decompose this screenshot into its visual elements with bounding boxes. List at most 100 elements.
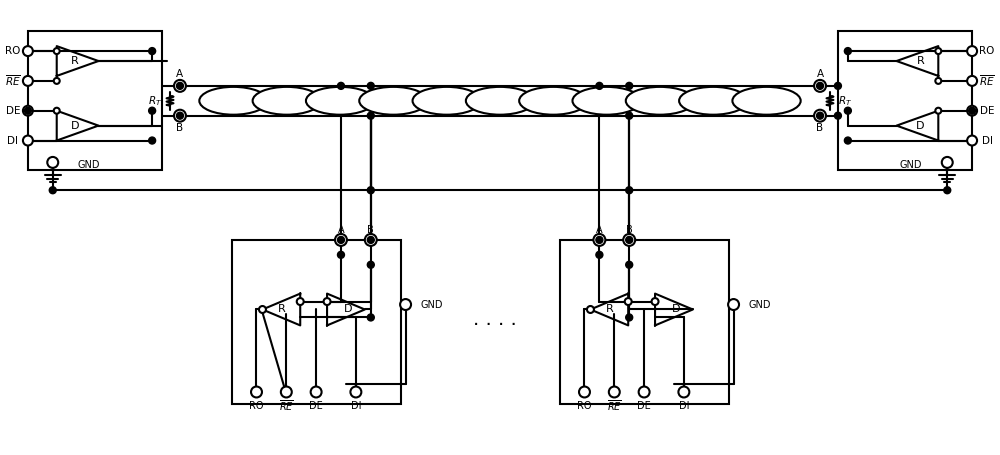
Text: DI: DI (679, 401, 689, 411)
Circle shape (176, 82, 183, 89)
Text: R: R (605, 304, 613, 314)
Circle shape (335, 234, 347, 246)
Bar (28, 31, 162, 170)
Circle shape (814, 80, 826, 92)
Circle shape (728, 299, 739, 310)
Circle shape (23, 46, 33, 56)
Circle shape (935, 78, 941, 84)
Text: DI: DI (7, 136, 18, 146)
Circle shape (967, 76, 977, 86)
Text: R: R (917, 56, 924, 66)
Text: D: D (672, 304, 680, 314)
Ellipse shape (732, 87, 801, 115)
Ellipse shape (572, 87, 641, 115)
Text: $\overline{RE}$: $\overline{RE}$ (5, 74, 21, 88)
Circle shape (297, 298, 304, 305)
Circle shape (678, 387, 689, 398)
Text: $R_T$: $R_T$ (838, 94, 852, 108)
Circle shape (579, 387, 590, 398)
Circle shape (817, 112, 824, 119)
Circle shape (259, 306, 266, 313)
Circle shape (593, 234, 605, 246)
Circle shape (967, 46, 977, 56)
Circle shape (311, 387, 322, 398)
Text: A: A (596, 225, 603, 235)
Circle shape (324, 298, 331, 305)
Circle shape (281, 387, 292, 398)
Text: RO: RO (979, 46, 995, 56)
Bar (232, 240, 401, 404)
Circle shape (54, 48, 60, 54)
Circle shape (47, 157, 58, 168)
Circle shape (23, 106, 33, 116)
Circle shape (24, 107, 31, 114)
Circle shape (367, 187, 374, 194)
Text: B: B (626, 225, 633, 235)
Circle shape (350, 387, 361, 398)
Text: $R_T$: $R_T$ (148, 94, 162, 108)
Circle shape (174, 110, 186, 121)
Circle shape (844, 48, 851, 55)
Circle shape (944, 187, 951, 194)
Ellipse shape (626, 87, 694, 115)
Text: R: R (277, 304, 285, 314)
Circle shape (400, 299, 411, 310)
Circle shape (814, 110, 826, 121)
Circle shape (967, 136, 977, 146)
Circle shape (337, 251, 344, 258)
Text: GND: GND (78, 160, 100, 170)
Circle shape (834, 112, 841, 119)
Text: RO: RO (249, 401, 264, 411)
Text: B: B (816, 122, 824, 132)
Bar (838, 31, 972, 170)
Text: DE: DE (309, 401, 323, 411)
Circle shape (942, 157, 953, 168)
Ellipse shape (253, 87, 321, 115)
Text: $\overline{RE}$: $\overline{RE}$ (979, 74, 995, 88)
Ellipse shape (199, 87, 268, 115)
Text: $\overline{RE}$: $\overline{RE}$ (607, 399, 622, 413)
Circle shape (149, 107, 156, 114)
Circle shape (367, 237, 374, 243)
Circle shape (367, 261, 374, 268)
Circle shape (623, 234, 635, 246)
Text: $\overline{RE}$: $\overline{RE}$ (279, 399, 294, 413)
Ellipse shape (679, 87, 747, 115)
Circle shape (23, 136, 33, 146)
Text: R: R (71, 56, 78, 66)
Circle shape (587, 306, 594, 313)
Circle shape (817, 82, 824, 89)
Circle shape (596, 237, 603, 243)
Circle shape (251, 387, 262, 398)
Circle shape (149, 137, 156, 144)
Text: DE: DE (637, 401, 651, 411)
Text: DE: DE (6, 106, 20, 116)
Circle shape (626, 187, 633, 194)
Circle shape (935, 108, 941, 114)
Circle shape (609, 387, 620, 398)
Circle shape (367, 112, 374, 119)
Ellipse shape (359, 87, 428, 115)
Circle shape (626, 82, 633, 89)
Text: RO: RO (5, 46, 21, 56)
Circle shape (967, 106, 977, 116)
Text: D: D (344, 304, 352, 314)
Text: GND: GND (900, 160, 922, 170)
Circle shape (596, 82, 603, 89)
Circle shape (149, 48, 156, 55)
Text: A: A (816, 69, 824, 79)
Circle shape (844, 107, 851, 114)
Circle shape (625, 298, 632, 305)
Circle shape (174, 80, 186, 92)
Circle shape (23, 76, 33, 86)
Circle shape (626, 237, 633, 243)
Text: . . . .: . . . . (473, 310, 517, 329)
Text: D: D (71, 121, 80, 131)
Text: DI: DI (351, 401, 361, 411)
Text: B: B (176, 122, 184, 132)
Circle shape (337, 82, 344, 89)
Circle shape (844, 137, 851, 144)
Circle shape (367, 82, 374, 89)
Circle shape (54, 78, 60, 84)
Ellipse shape (306, 87, 374, 115)
